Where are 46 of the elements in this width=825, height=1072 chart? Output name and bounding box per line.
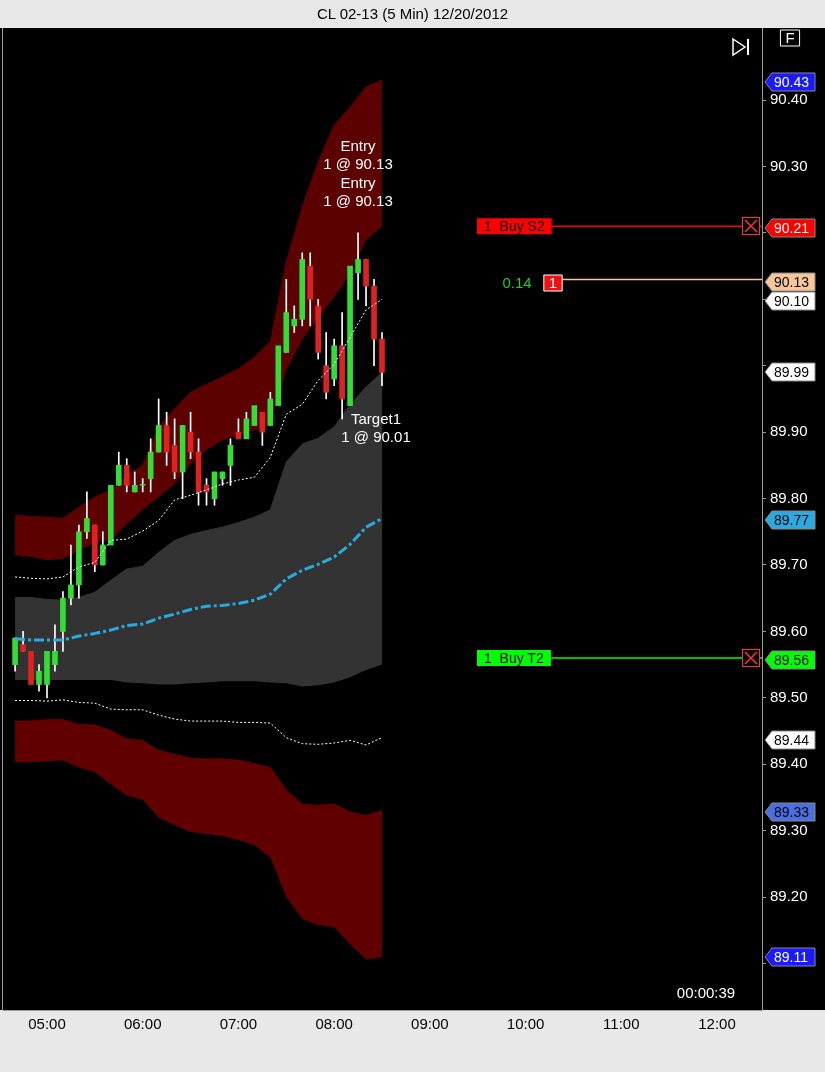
text: 90.13 [774, 273, 810, 290]
y-tick-label: 90.40 [770, 90, 808, 108]
text: 89.56 [774, 651, 810, 668]
annotation: Entry 1 @ 90.13 [323, 174, 393, 210]
annotation: 00:00:39 [676, 984, 736, 1002]
annotation: Target1 1 @ 90.01 [341, 410, 411, 446]
line-series [14, 699, 383, 746]
x-tick-label: 10:00 [506, 1015, 545, 1033]
candlestick [275, 345, 282, 406]
text: 90.43 [774, 73, 810, 90]
text: F [785, 29, 795, 47]
candlestick [107, 484, 114, 546]
candlestick [355, 232, 361, 300]
text: 90.21 [774, 219, 810, 236]
text: 89.33 [774, 803, 810, 820]
x-tick-label: 06:00 [123, 1015, 162, 1033]
ref-line-label: 1 Buy S2 [484, 218, 545, 235]
y-tick-label: 89.70 [770, 555, 808, 573]
text: 90.10 [774, 292, 810, 309]
x-tick-label: 11:00 [603, 1015, 640, 1033]
y-tick-label: 89.40 [770, 754, 808, 772]
annotation: 0.14 [502, 274, 532, 292]
y-tick-label: 89.50 [770, 687, 808, 705]
annotation: Entry 1 @ 90.13 [323, 137, 393, 173]
x-tick-label: 09:00 [411, 1015, 449, 1033]
x-tick-label: 12:00 [698, 1015, 736, 1033]
annotation: 1 [548, 274, 558, 292]
x-tick-label: 07:00 [219, 1015, 258, 1033]
x-tick-label: 08:00 [315, 1015, 353, 1033]
candlestick [347, 265, 353, 406]
y-tick-label: 89.30 [770, 820, 808, 838]
text: 89.11 [774, 948, 809, 965]
candlestick [28, 651, 34, 685]
y-tick-label: 89.20 [770, 887, 808, 905]
y-tick-label: 90.30 [770, 156, 808, 174]
y-tick-label: 89.60 [770, 621, 808, 639]
text: 89.77 [774, 511, 810, 528]
chart-title: CL 02-13 (5 Min) 12/20/2012 [0, 0, 825, 28]
y-tick-label: 89.80 [770, 488, 808, 506]
candlestick [139, 478, 146, 493]
ref-line-label: 1 Buy T2 [484, 649, 544, 666]
candlestick [251, 405, 258, 426]
x-tick-label: 05:00 [28, 1015, 66, 1033]
text: 89.99 [774, 363, 810, 380]
text: 89.44 [774, 731, 810, 748]
y-tick-label: 89.90 [770, 422, 808, 440]
